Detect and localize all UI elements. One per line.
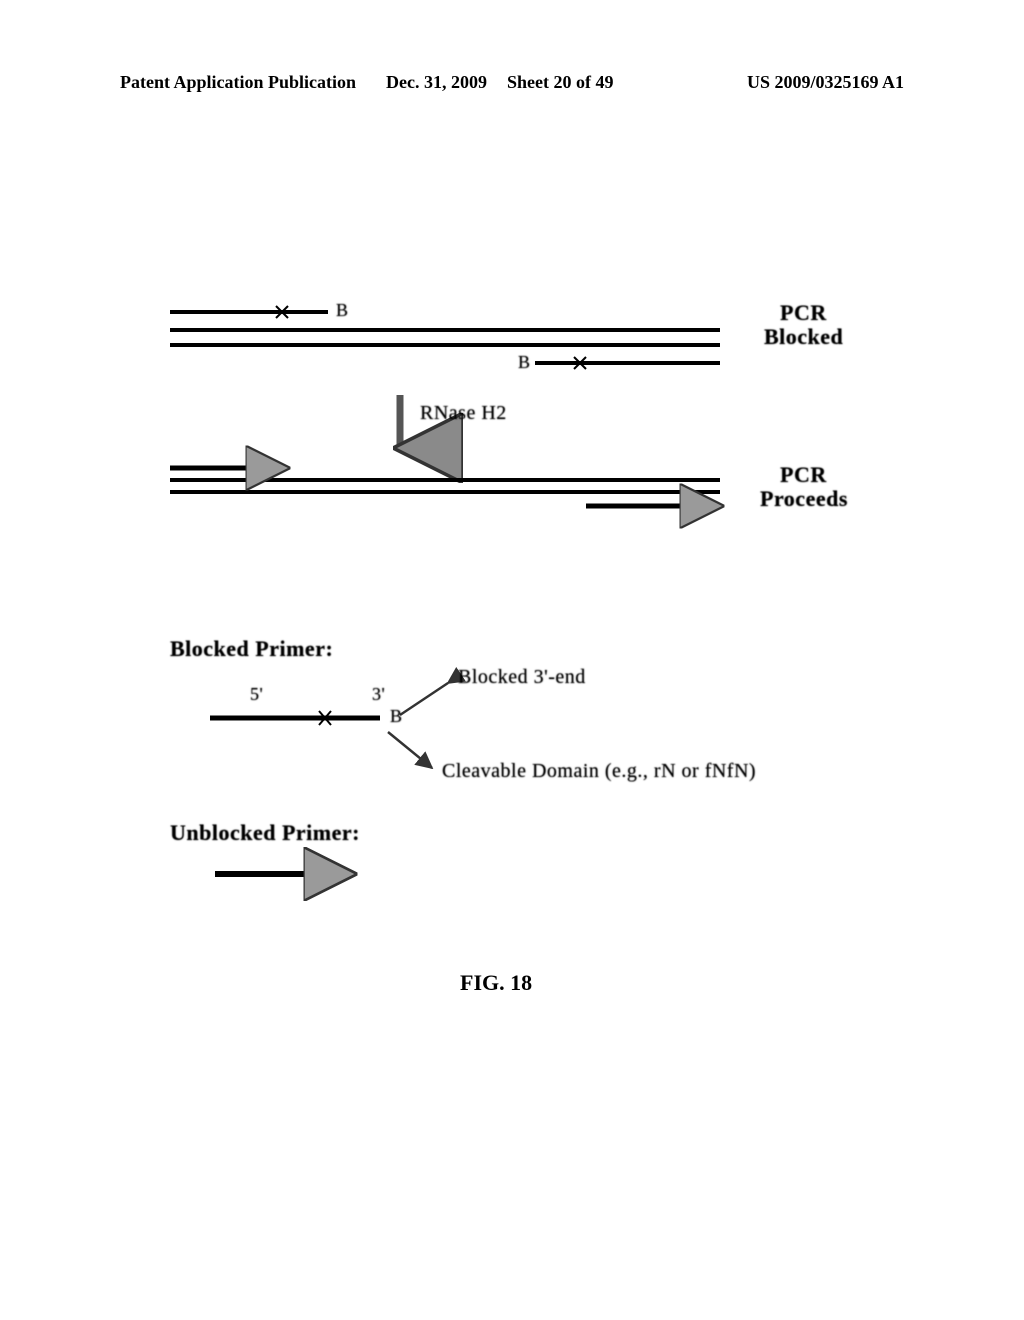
three-prime-label: 3'	[372, 684, 385, 705]
callout-cleavable-icon	[388, 732, 432, 768]
diagram-canvas	[0, 0, 1024, 1320]
figure-caption: FIG. 18	[460, 970, 532, 996]
pcr-proceeds-label: Proceeds	[760, 486, 848, 512]
blocked-primer-title: Blocked Primer:	[170, 636, 333, 662]
b-label: B	[336, 300, 349, 321]
callout-blocked3end-icon	[400, 683, 448, 715]
cleavable-domain-label: Cleavable Domain (e.g., rN or fNfN)	[442, 760, 756, 783]
b-label: B	[390, 706, 403, 727]
five-prime-label: 5'	[250, 684, 263, 705]
pcr-blocked-label: PCR	[780, 300, 827, 326]
blocked-3end-label: Blocked 3'-end	[458, 666, 586, 689]
pcr-proceeds-label: PCR	[780, 462, 827, 488]
unblocked-primer-title: Unblocked Primer:	[170, 820, 360, 846]
b-label: B	[518, 352, 531, 373]
rnase-label: RNase H2	[420, 402, 507, 425]
pcr-blocked-label: Blocked	[764, 324, 843, 350]
